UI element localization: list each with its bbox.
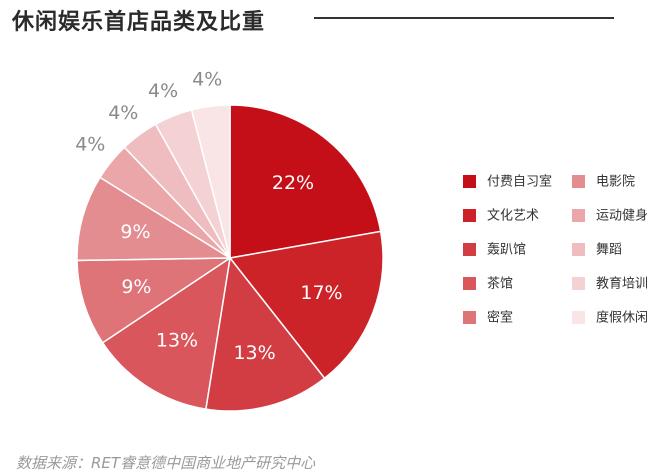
legend-swatch-slice-10 <box>572 311 585 324</box>
legend-label-slice-8: 舞蹈 <box>596 243 622 258</box>
pie-slice-3 <box>204 256 326 412</box>
pie-slice-5 <box>76 257 233 344</box>
legend-swatch-slice-1 <box>463 175 476 188</box>
legend-label-slice-3: 轰趴馆 <box>487 242 526 258</box>
legend-swatch-slice-4 <box>463 277 476 290</box>
legend-label-slice-10: 度假休闲 <box>596 310 648 326</box>
title-rule <box>314 17 614 19</box>
pie-slice-4 <box>101 256 232 410</box>
legend-swatch-slice-2 <box>463 209 476 222</box>
pie-label-slice-7: 4% <box>75 134 105 156</box>
pie-slice-6 <box>76 176 233 262</box>
pie-label-slice-4: 13% <box>156 329 198 351</box>
legend-swatch-slice-6 <box>572 175 585 188</box>
pie-label-slice-9: 4% <box>148 80 178 102</box>
legend-label-slice-6: 电影院 <box>596 175 635 190</box>
legend-label-slice-4: 茶馆 <box>487 276 513 292</box>
pie-label-slice-6: 9% <box>120 221 150 243</box>
pie-slice-10 <box>190 104 231 259</box>
legend-label-slice-1: 付费自习室 <box>487 174 552 190</box>
pie-label-slice-1: 22% <box>272 172 314 194</box>
pie-label-slice-8: 4% <box>108 102 138 124</box>
pie-slice-2 <box>228 230 384 380</box>
legend-swatch-slice-8 <box>572 243 585 256</box>
legend-label-slice-7: 运动健身 <box>596 208 648 224</box>
pie-slice-1 <box>229 104 382 259</box>
source-note: 数据来源：RET睿意德中国商业地产研究中心 <box>16 454 316 472</box>
legend-swatch-slice-7 <box>572 209 585 222</box>
chart-title: 休闲娱乐首店品类及比重 <box>12 10 266 35</box>
legend-label-slice-2: 文化艺术 <box>487 209 539 224</box>
pie-label-slice-2: 17% <box>300 282 342 304</box>
legend-label-slice-9: 教育培训 <box>596 276 648 292</box>
legend-label-slice-5: 密室 <box>487 310 513 326</box>
legend-swatch-slice-3 <box>463 243 476 256</box>
pie-label-slice-10: 4% <box>192 68 222 90</box>
legend-swatch-slice-5 <box>463 311 476 324</box>
pie-label-slice-3: 13% <box>233 342 275 364</box>
pie-label-slice-5: 9% <box>121 276 151 298</box>
legend-swatch-slice-9 <box>572 277 585 290</box>
